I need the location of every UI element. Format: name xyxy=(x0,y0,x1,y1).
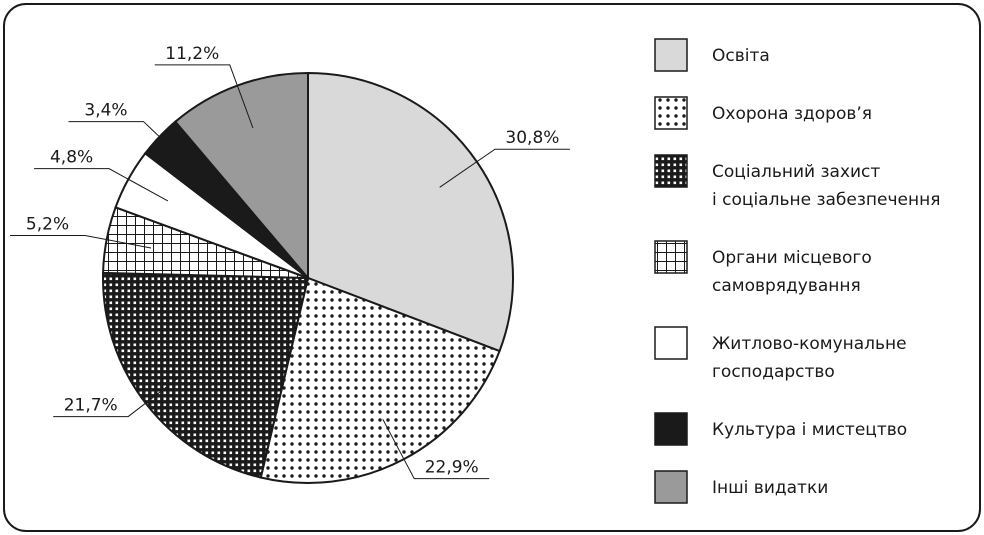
legend-label: Охорона здоров’я xyxy=(712,104,872,124)
data-label: 30,8% xyxy=(505,128,559,148)
legend-swatch xyxy=(654,326,688,360)
data-label: 11,2% xyxy=(165,44,219,64)
legend-label: Органи місцевого самоврядування xyxy=(712,248,872,296)
label-leader xyxy=(10,234,152,249)
label-leader xyxy=(53,375,182,418)
legend-label: Культура і мистецтво xyxy=(712,420,907,440)
data-label: 21,7% xyxy=(64,396,118,416)
legend-swatch xyxy=(654,96,688,130)
data-label: 4,8% xyxy=(50,148,93,168)
label-leader xyxy=(154,64,254,129)
data-label: 3,4% xyxy=(84,101,127,121)
legend-swatch xyxy=(654,470,688,504)
legend-swatch xyxy=(654,412,688,446)
frame xyxy=(3,3,981,532)
legend-swatch xyxy=(654,154,688,188)
label-leader xyxy=(382,419,490,480)
data-label: 5,2% xyxy=(26,214,69,234)
legend-swatch xyxy=(654,240,688,274)
legend-label: Житлово-комунальне господарство xyxy=(712,334,907,382)
legend-label: Освіта xyxy=(712,46,770,66)
label-leader xyxy=(34,168,169,202)
legend-label: Інші видатки xyxy=(712,478,828,498)
data-label: 22,9% xyxy=(425,458,479,478)
legend-label: Соціальний захист і соціальне забезпеченн… xyxy=(712,162,940,210)
label-leader xyxy=(68,121,193,169)
legend-swatch xyxy=(654,38,688,72)
label-leader xyxy=(439,148,570,188)
